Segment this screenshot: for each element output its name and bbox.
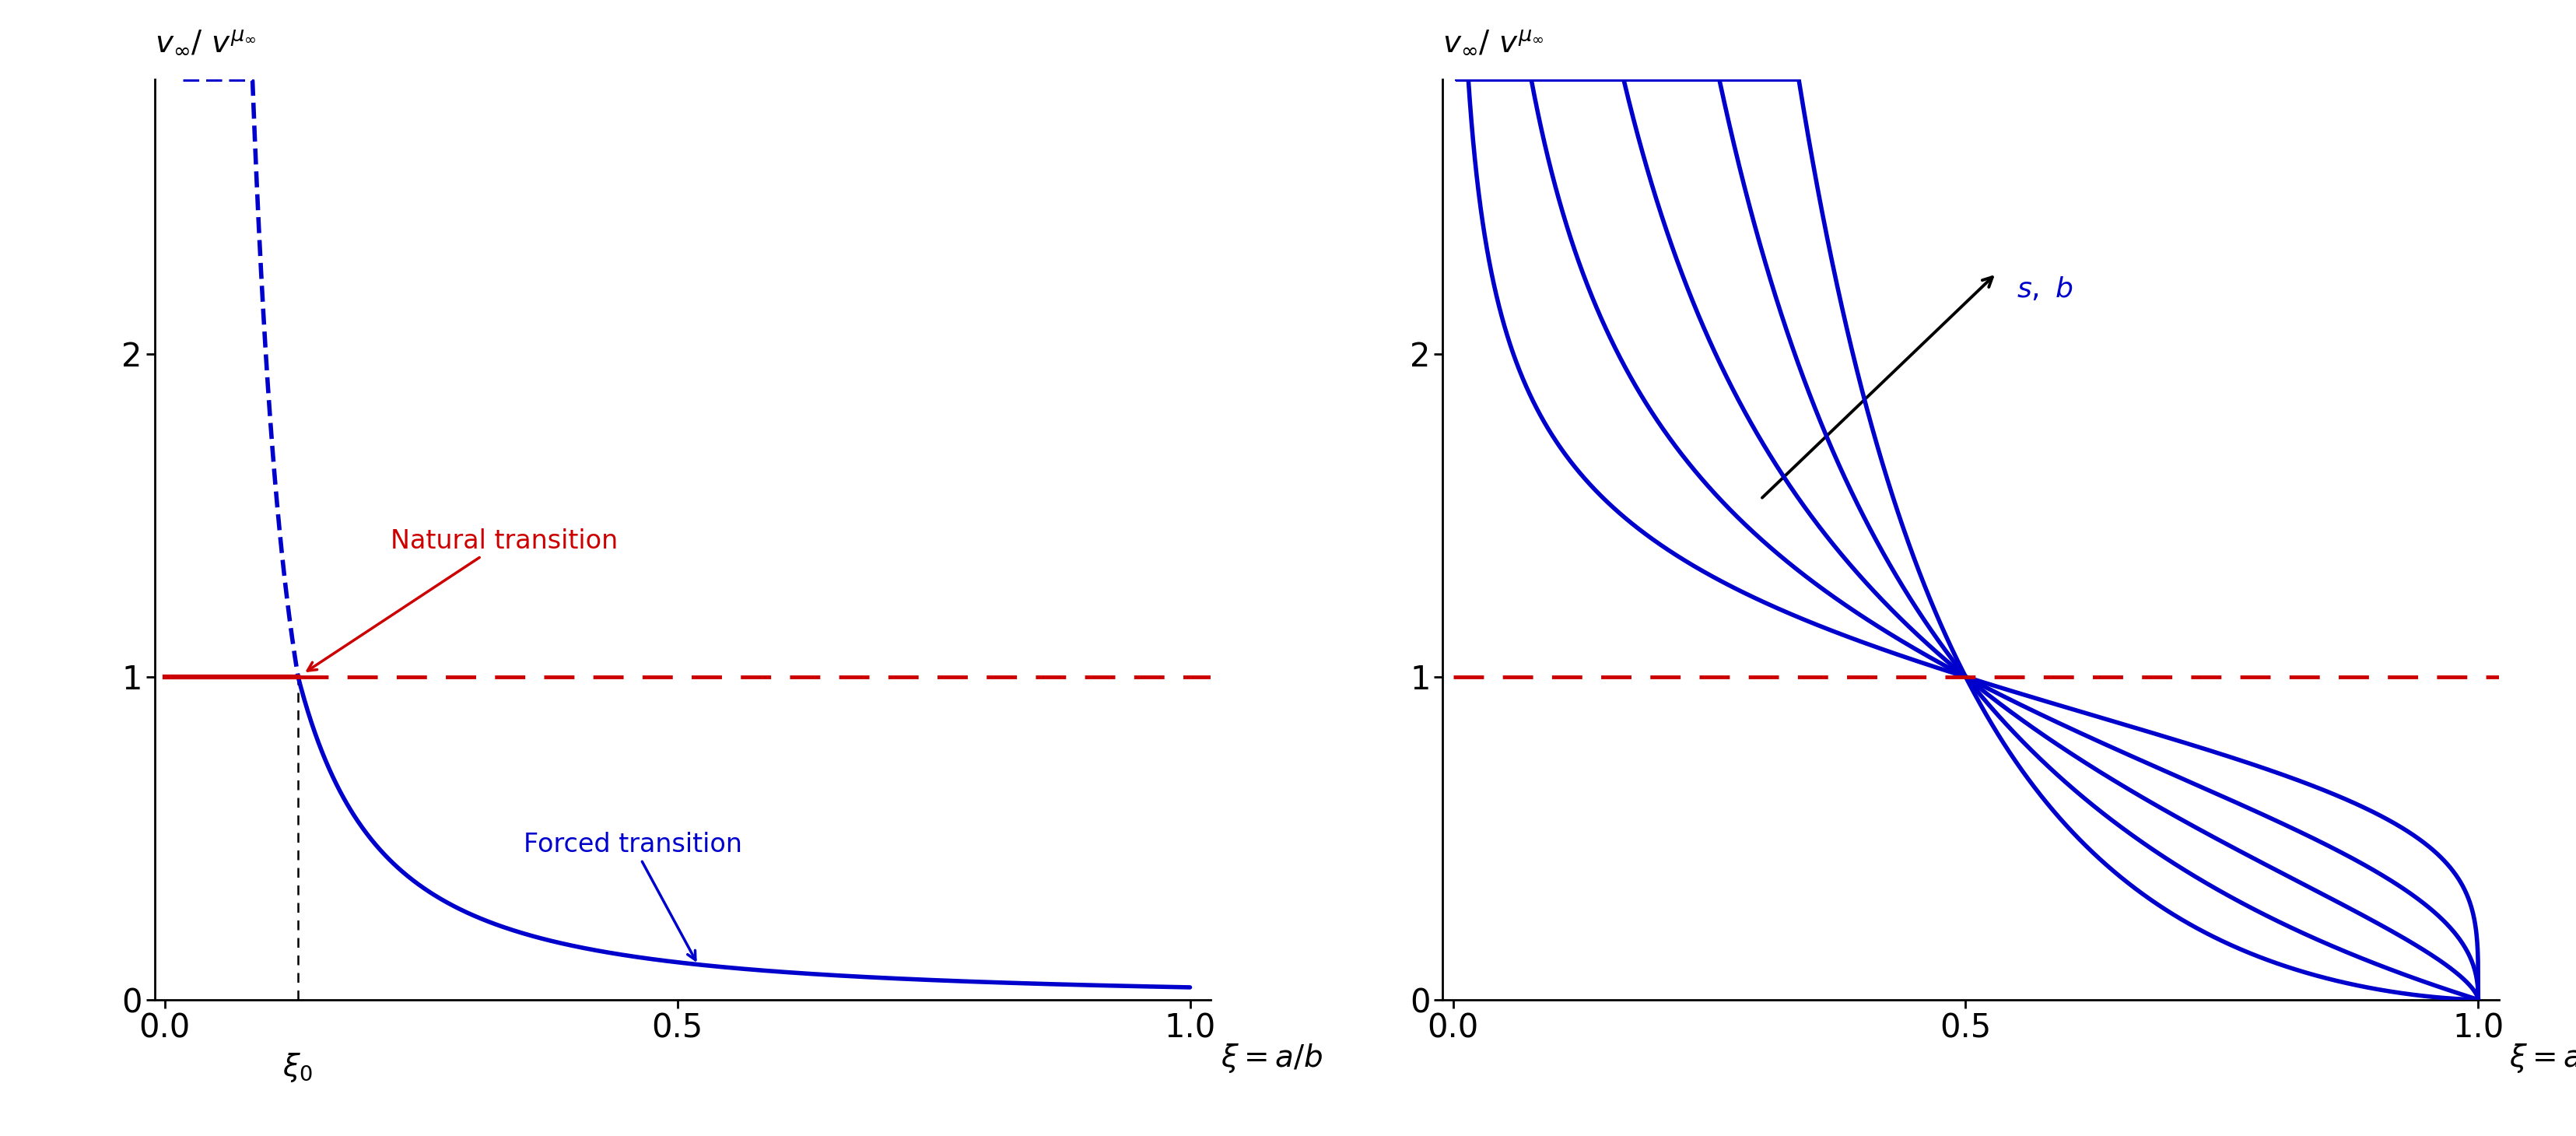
Text: $\xi_0$: $\xi_0$ [283,1051,314,1084]
Text: $s,\ b$: $s,\ b$ [2017,276,2074,303]
Text: $v_{\infty}/\ v^{\mu_{\infty}}$: $v_{\infty}/\ v^{\mu_{\infty}}$ [155,27,255,57]
Text: Natural transition: Natural transition [307,528,618,670]
Text: $\xi = a/b$: $\xi = a/b$ [1221,1042,1324,1075]
Text: Forced transition: Forced transition [523,832,742,960]
Text: $\xi = a/b$: $\xi = a/b$ [2509,1042,2576,1075]
Text: $v_{\infty}/\ v^{\mu_{\infty}}$: $v_{\infty}/\ v^{\mu_{\infty}}$ [1443,27,1543,57]
